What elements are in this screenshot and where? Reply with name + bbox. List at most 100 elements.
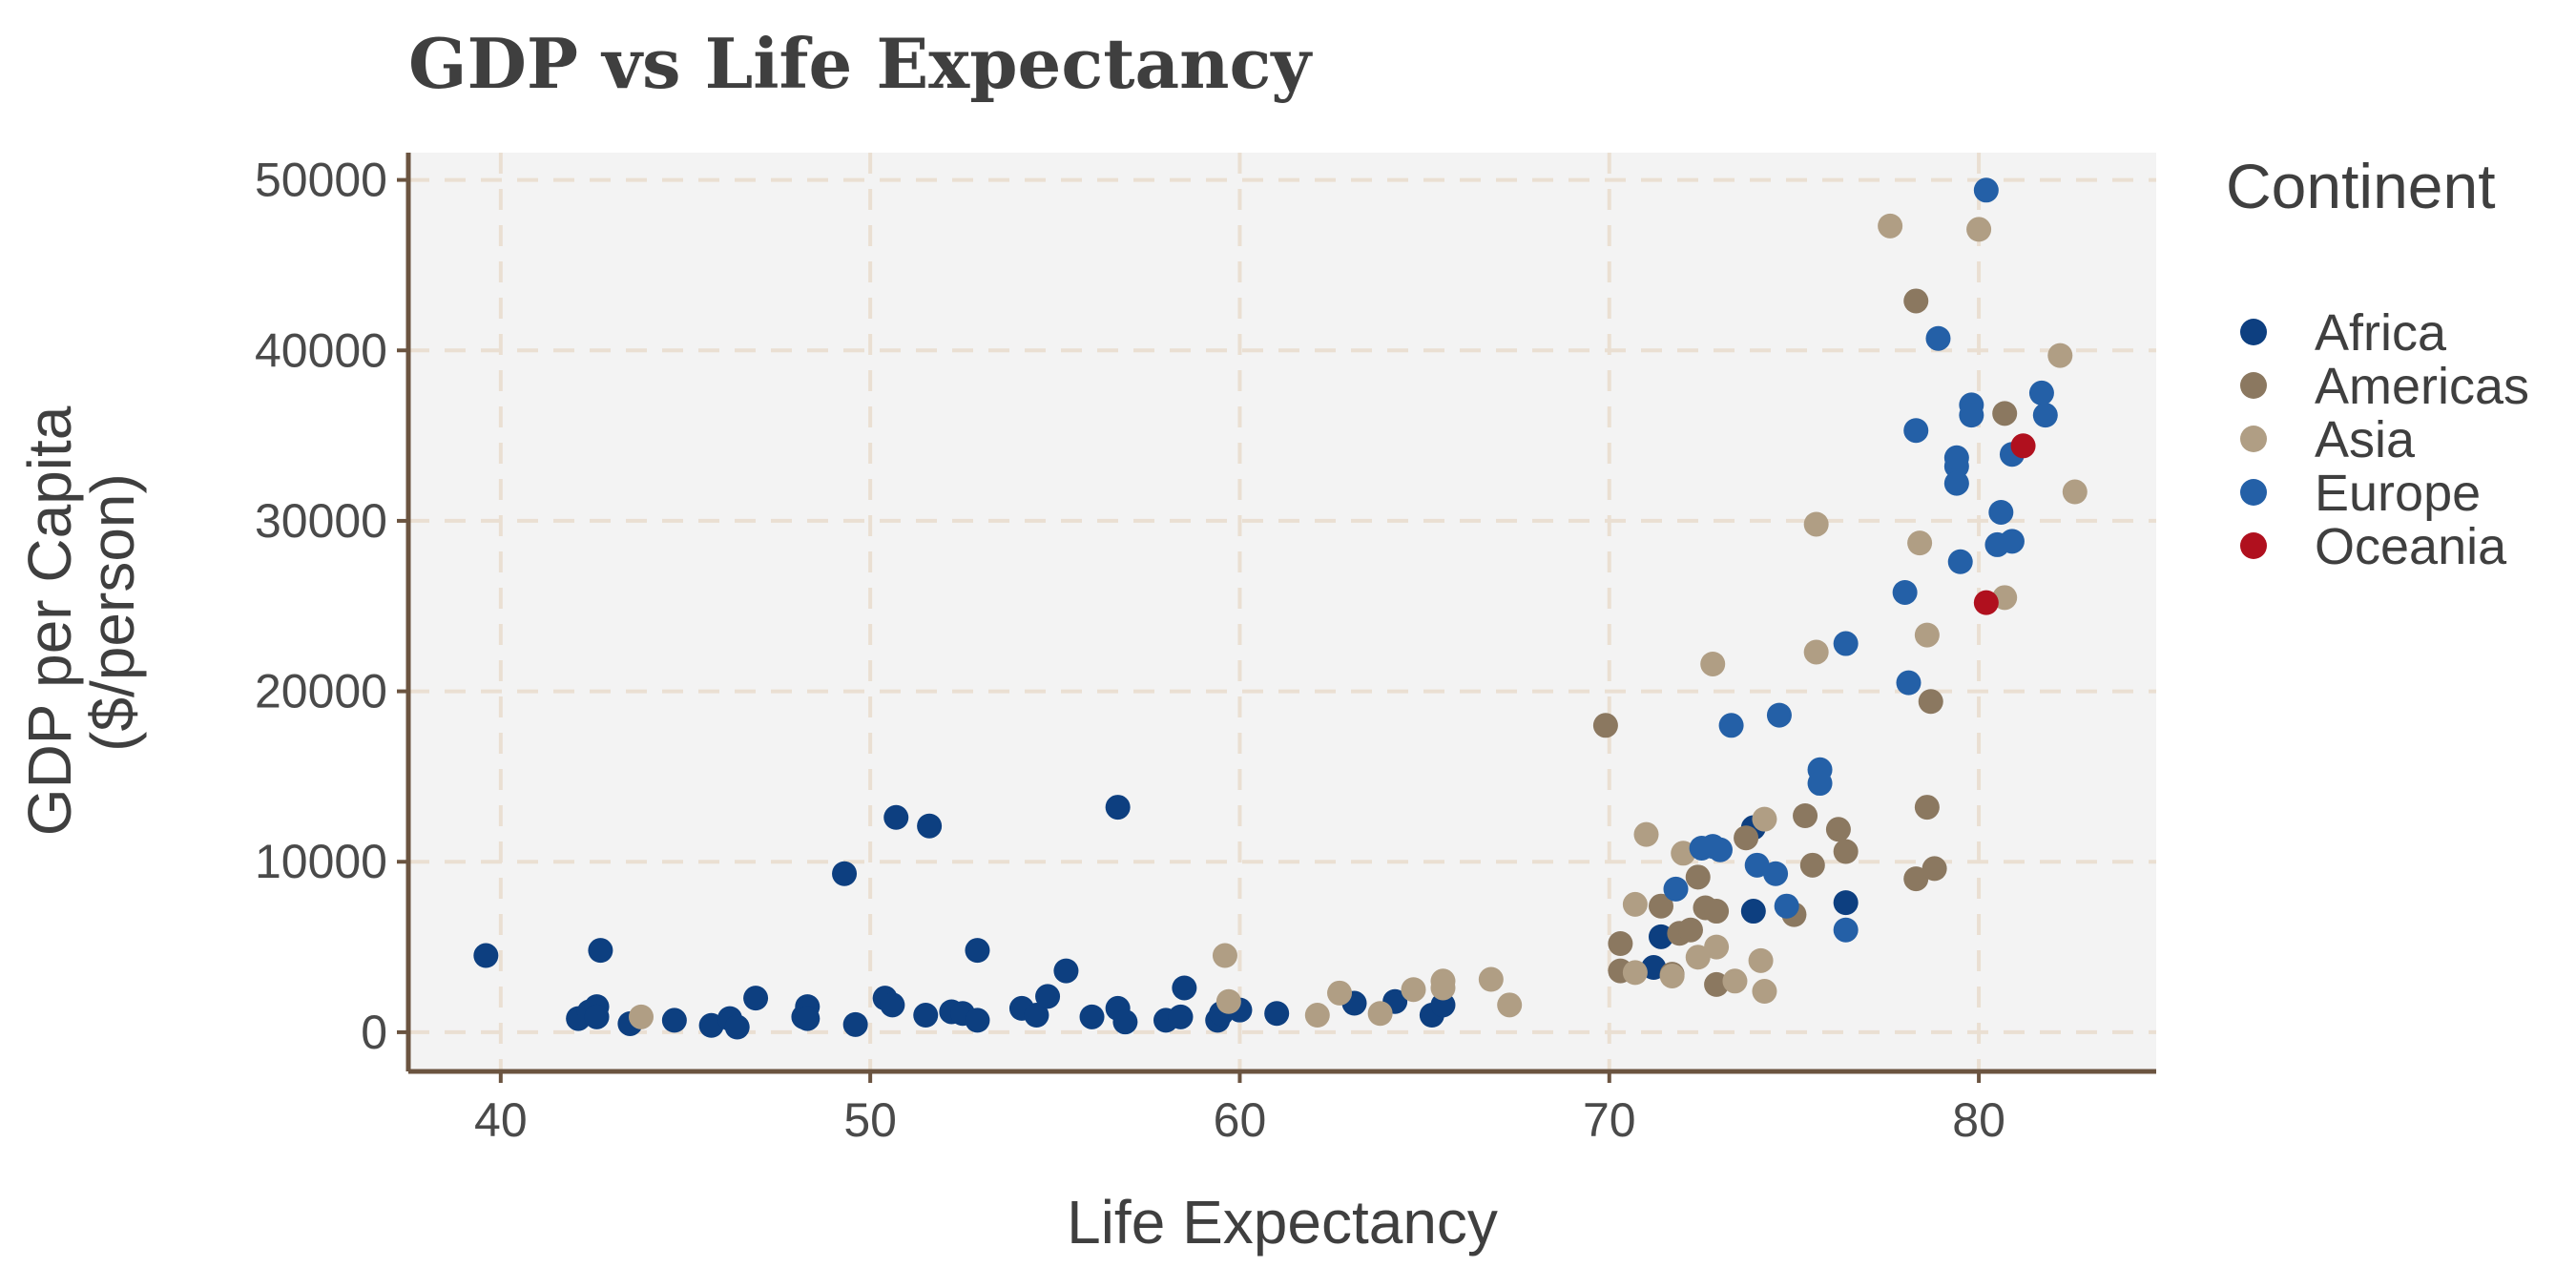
point-europe [1896, 670, 1922, 696]
point-africa [1053, 958, 1079, 984]
legend-label-oceania: Oceania [2315, 518, 2507, 575]
point-americas [1914, 795, 1940, 821]
point-americas [1903, 866, 1929, 892]
x-axis-ticks: 40 50 60 70 80 [474, 1071, 2005, 1147]
x-tick-label: 70 [1583, 1093, 1636, 1147]
point-americas [1825, 817, 1851, 842]
point-asia [1327, 980, 1353, 1006]
point-asia [1748, 947, 1774, 973]
point-americas [1648, 893, 1673, 919]
point-europe [1892, 579, 1918, 605]
point-americas [1677, 917, 1703, 943]
point-africa [965, 1008, 990, 1033]
y-tick-label: 40000 [255, 323, 387, 377]
point-africa [913, 1003, 939, 1028]
point-africa [1024, 1003, 1049, 1028]
point-europe [1663, 876, 1689, 902]
legend-title: Continent [2226, 151, 2496, 221]
point-africa [724, 1014, 750, 1040]
legend-marker-oceania [2240, 532, 2267, 559]
point-africa [584, 1004, 610, 1029]
point-europe [1903, 418, 1929, 444]
legend-marker-europe [2240, 479, 2267, 506]
y-tick-label: 10000 [255, 835, 387, 888]
point-americas [1608, 931, 1633, 957]
point-asia [2062, 479, 2088, 505]
point-asia [1622, 960, 1648, 986]
point-africa [1648, 924, 1673, 949]
point-europe [1707, 837, 1733, 862]
point-europe [1763, 861, 1789, 886]
point-asia [1497, 992, 1523, 1018]
point-asia [1700, 651, 1726, 676]
point-europe [1999, 529, 2025, 554]
x-tick-label: 80 [1952, 1093, 2005, 1147]
point-americas [1793, 803, 1818, 829]
point-africa [1833, 890, 1859, 916]
legend-marker-asia [2240, 426, 2267, 452]
point-europe [1943, 470, 1969, 496]
point-europe [1833, 631, 1859, 656]
point-asia [1478, 966, 1504, 992]
point-europe [1947, 549, 1973, 574]
y-tick-label: 0 [361, 1006, 387, 1059]
point-americas [1592, 713, 1618, 738]
point-asia [1803, 511, 1829, 537]
y-axis-title-line-2: ($/person) [78, 473, 147, 752]
point-americas [1992, 401, 2018, 426]
y-tick-label: 30000 [255, 494, 387, 548]
point-americas [1918, 689, 1943, 715]
point-asia [1212, 943, 1237, 968]
y-axis-title: GDP per Capita ($/person) [15, 389, 147, 836]
x-tick-label: 60 [1214, 1093, 1267, 1147]
point-africa [743, 986, 769, 1011]
legend-label-asia: Asia [2315, 411, 2416, 468]
legend: Continent AfricaAmericasAsiaEuropeOceani… [2226, 151, 2529, 575]
point-africa [795, 1006, 821, 1031]
point-asia [1966, 217, 1992, 242]
point-europe [1718, 713, 1744, 738]
point-europe [1774, 893, 1799, 919]
point-asia [1752, 806, 1777, 832]
point-asia [1633, 821, 1659, 847]
point-americas [1685, 864, 1711, 890]
point-europe [1925, 325, 1951, 351]
point-africa [1035, 984, 1061, 1009]
point-oceania [1973, 590, 1999, 615]
point-europe [2032, 403, 2058, 428]
point-asia [1622, 891, 1648, 917]
point-africa [1740, 899, 1766, 924]
point-africa [473, 943, 499, 968]
point-africa [1112, 1009, 1138, 1035]
point-asia [1659, 963, 1685, 988]
point-africa [1079, 1004, 1105, 1029]
point-asia [1803, 639, 1829, 665]
point-americas [1833, 839, 1859, 864]
point-asia [1367, 1001, 1393, 1027]
point-europe [1973, 177, 1999, 203]
y-tick-label: 20000 [255, 665, 387, 718]
point-europe [2028, 380, 2054, 405]
point-europe [1807, 771, 1833, 797]
point-europe [1943, 445, 1969, 470]
point-asia [1752, 979, 1777, 1005]
point-europe [1744, 852, 1770, 878]
point-asia [1215, 988, 1241, 1014]
point-africa [965, 938, 990, 964]
point-asia [1878, 213, 1903, 239]
legend-marker-africa [2240, 319, 2267, 345]
point-americas [1799, 852, 1825, 878]
x-tick-label: 40 [474, 1093, 528, 1147]
point-africa [1430, 992, 1456, 1018]
point-asia [2047, 343, 2073, 368]
y-axis-title-line-1: GDP per Capita [15, 405, 84, 836]
point-asia [1401, 977, 1426, 1003]
legend-label-europe: Europe [2315, 465, 2481, 522]
point-africa [880, 992, 905, 1018]
point-africa [588, 938, 613, 964]
point-asia [1685, 945, 1711, 970]
point-africa [1105, 795, 1131, 821]
point-africa [917, 813, 943, 839]
